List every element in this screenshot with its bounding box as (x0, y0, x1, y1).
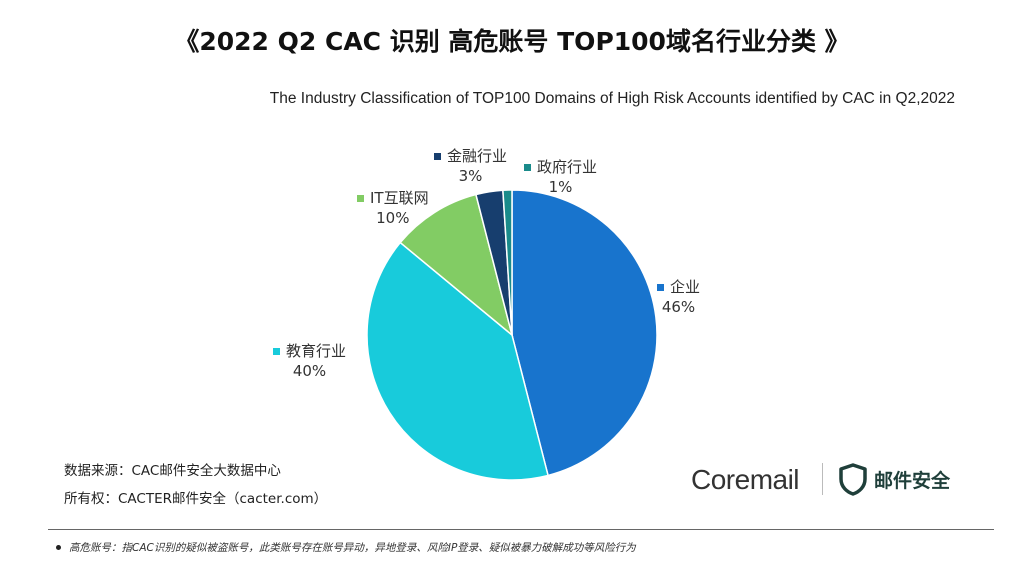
label-finance-name: 金融行业 (447, 147, 508, 165)
label-enterprise: 企业 46% (657, 277, 700, 317)
label-education-name: 教育行业 (286, 342, 347, 360)
label-government-name: 政府行业 (537, 158, 598, 176)
legend-marker-government (524, 163, 531, 171)
label-finance: 金融行业 3% (434, 146, 507, 186)
slice-government (502, 189, 513, 336)
label-finance-pct: 3% (458, 167, 483, 185)
footnote: 高危账号：指CAC识别的疑似被盗账号，此类账号存在账号异动，异地登录、风险IP登… (56, 540, 636, 555)
brand-divider (822, 463, 823, 495)
legend-marker-education (273, 347, 280, 355)
legend-marker-finance (434, 152, 441, 160)
slice-education (366, 241, 549, 481)
coremail-logo-text: Coremail (691, 464, 800, 495)
footer-divider (48, 529, 994, 530)
shield-icon (839, 463, 867, 496)
label-education-pct: 40% (292, 362, 327, 380)
label-government: 政府行业 1% (524, 157, 597, 197)
label-education: 教育行业 40% (273, 341, 346, 381)
chart-subtitle: The Industry Classification of TOP100 Do… (269, 90, 955, 107)
copyright-note: 所有权：CACTER邮件安全（cacter.com） (64, 491, 328, 507)
chart-title: 《2022 Q2 CAC 识别 高危账号 TOP100域名行业分类 》 (174, 27, 850, 56)
legend-marker-it (357, 194, 364, 202)
label-it-name: IT互联网 (370, 189, 429, 207)
slice-enterprise (511, 189, 658, 477)
bullet-icon (56, 545, 61, 550)
label-government-pct: 1% (548, 178, 573, 196)
data-source-note: 数据来源：CAC邮件安全大数据中心 (64, 463, 281, 479)
slice-it-internet (399, 193, 514, 338)
brand-cn-name: 邮件安全 (874, 470, 951, 492)
label-it-internet: IT互联网 10% (357, 188, 429, 228)
legend-marker-enterprise (657, 283, 664, 291)
footnote-text: 高危账号：指CAC识别的疑似被盗账号，此类账号存在账号异动，异地登录、风险IP登… (69, 542, 636, 554)
label-enterprise-pct: 46% (661, 298, 696, 316)
label-enterprise-name: 企业 (670, 278, 701, 296)
label-it-pct: 10% (376, 209, 410, 227)
